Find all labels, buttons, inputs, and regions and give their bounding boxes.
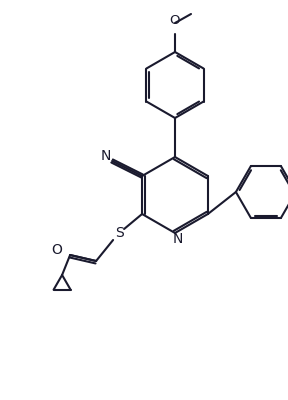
Text: S: S — [115, 226, 124, 240]
Text: N: N — [101, 149, 111, 163]
Text: O: O — [51, 243, 62, 257]
Text: O: O — [169, 14, 179, 27]
Text: N: N — [173, 232, 183, 246]
